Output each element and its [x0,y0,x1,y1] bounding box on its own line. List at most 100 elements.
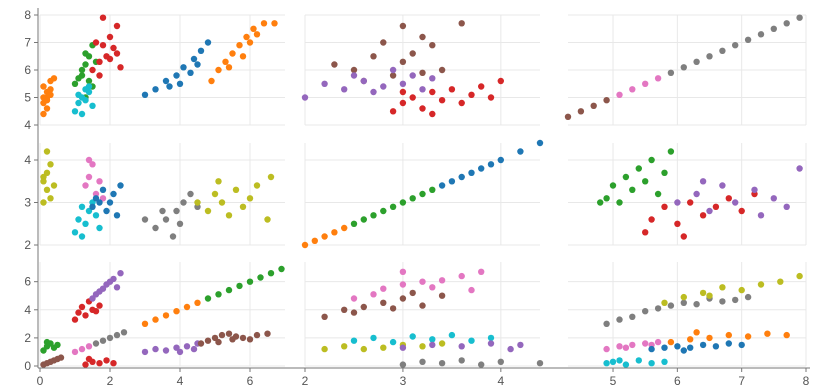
scatter-point [419,190,426,198]
scatter-point [50,182,58,189]
scatter-point [380,299,387,306]
scatter-point [75,216,82,223]
scatter-point [687,336,694,343]
scatter-point [458,99,465,107]
scatter-point [96,72,103,79]
scatter-point [311,237,318,244]
scatter-point [419,358,426,365]
scatter-point [757,281,765,288]
scatter-point [152,345,159,353]
scatter-point [82,97,89,104]
scatter-point [719,182,726,189]
scatter-point [590,102,597,110]
scatter-point [725,195,732,202]
scatter-point [380,83,387,90]
scatter-point [239,334,247,342]
scatter-point [141,320,149,327]
scatter-point [399,268,407,275]
scatter-point [409,289,416,297]
scatter-point [654,75,662,82]
scatter-point [796,14,803,21]
scatter-point [194,199,201,206]
scatter-point [173,308,180,315]
scatter-point [360,216,367,223]
scatter-point [341,306,348,313]
scatter-point [380,39,387,46]
x-tick-label: 6 [674,374,681,388]
scatter-point [497,156,504,164]
scatter-point [603,345,610,353]
scatter-point [419,86,426,93]
scatter-point [47,86,54,93]
scatter-point [246,336,254,343]
scatter-point [654,305,662,312]
grid-layer [39,14,807,367]
scatter-point [215,178,222,185]
scatter-point [389,72,397,79]
scatter-point [120,329,128,336]
scatter-point [117,270,124,277]
scatter-point [757,212,765,219]
scatter-point [468,169,475,176]
scatter-point [564,113,572,121]
scatter-point [732,199,739,206]
scatter-point [75,91,82,99]
scatter-point [222,58,229,65]
scatter-point [350,337,358,344]
axis-layer: 4 5 6 7 8 2 3 4 0 2 4 6 0 2 4 6 2 3 4 5 6 7 8 [24,8,810,388]
scatter-point [399,281,407,288]
scatter-point [321,80,328,88]
scatter-point [47,161,54,168]
scatter-point [350,220,358,227]
scatter-point [429,42,436,49]
scatter-point [744,36,752,43]
scatter-point [225,286,233,294]
scatter-point [399,80,407,88]
scatter-point [757,31,765,38]
scatter-point [616,91,623,99]
scatter-point [194,299,201,306]
x-tick-label: 2 [107,374,114,388]
scatter-point [648,345,655,353]
scatter-point [419,343,426,350]
scatter-point [40,178,47,185]
x-tick-label: 4 [177,374,184,388]
scatter-point [301,241,309,249]
y-tick-label: 8 [24,8,31,22]
scatter-point [250,25,257,32]
scatter-point [75,75,82,82]
y-tick-label: 7 [24,36,31,50]
scatter-point [744,293,752,301]
scatter-point [78,233,86,240]
scatter-point [96,224,103,232]
scatter-point [699,289,707,297]
scatter-point [487,340,495,347]
scatter-point [654,190,662,198]
scatter-point [370,212,377,219]
scatter-point [719,298,726,305]
scatter-point [92,308,100,315]
scatter-point [54,341,61,349]
scatter-point [419,278,426,285]
scatter-point [448,86,456,93]
scatter-point [667,69,675,77]
scatter-point [648,216,655,223]
scatter-point [89,161,96,168]
scatter-point [783,20,790,27]
scatter-point [89,66,96,74]
scatter-point [699,212,707,219]
scatter-point [603,320,610,327]
scatter-point [770,25,777,32]
scatter-point [113,50,121,57]
scatter-point [738,286,745,294]
scatter-point [487,334,495,342]
x-tick-label: 0 [37,374,44,388]
scatter-point [680,64,687,71]
scatter-point [96,360,103,367]
scatter-point [661,299,668,306]
scatter-point [78,66,86,74]
scatter-point [82,361,89,368]
scatter-point [99,285,107,292]
scatter-point [301,94,309,101]
